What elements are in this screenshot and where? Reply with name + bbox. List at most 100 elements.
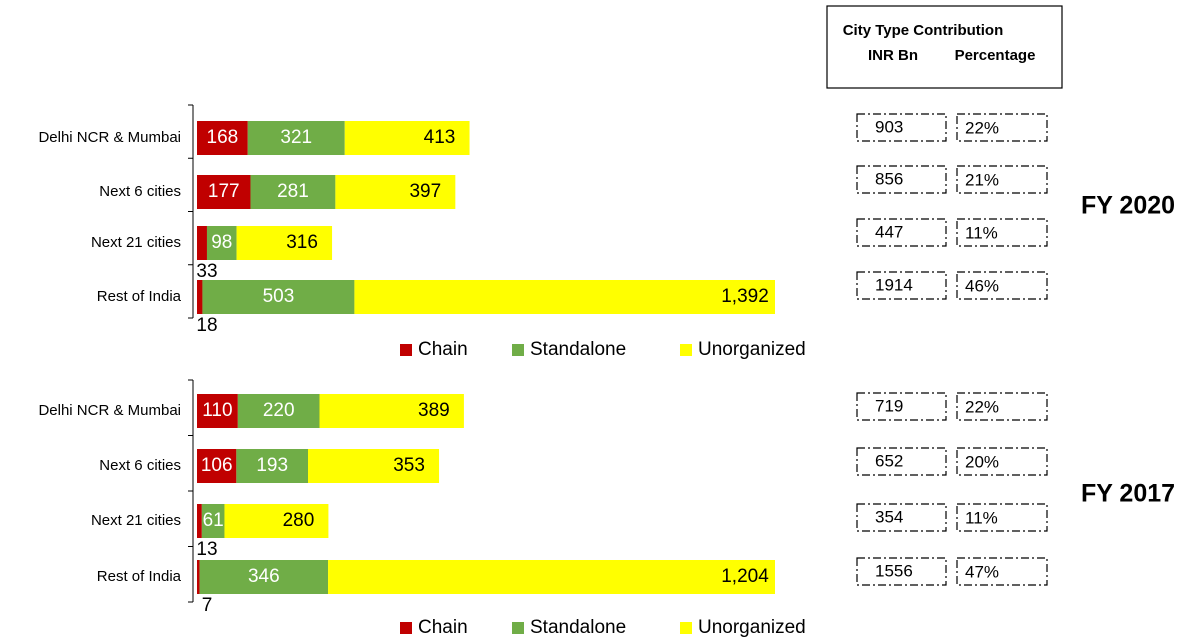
legend-label: Unorganized (698, 339, 806, 360)
inr-value: 1914 (875, 275, 913, 294)
legend-label: Chain (418, 617, 468, 638)
category-label: Rest of India (97, 288, 182, 305)
legend-label: Standalone (530, 339, 626, 360)
value-box (956, 447, 1048, 476)
bar-segment (199, 560, 329, 594)
legend-swatch (400, 622, 412, 634)
value-box (956, 271, 1048, 300)
bar-segment (197, 280, 203, 314)
value-box (856, 218, 947, 247)
percentage-value: 20% (965, 452, 999, 471)
bar-segment (197, 449, 237, 483)
column-header: Percentage (955, 47, 1036, 64)
fy-label: FY 2017 (1081, 480, 1175, 508)
bar-segment (250, 175, 336, 209)
value-box (856, 271, 947, 300)
legend-swatch (512, 622, 524, 634)
legend-swatch (400, 344, 412, 356)
value-box (856, 392, 947, 421)
column-header: INR Bn (868, 47, 918, 64)
legend-swatch (512, 344, 524, 356)
percentage-value: 22% (965, 118, 999, 137)
bar-segment (197, 175, 251, 209)
value-box (956, 165, 1048, 194)
data-label: 389 (418, 400, 450, 421)
inr-value: 1556 (875, 561, 913, 580)
category-label: Next 21 cities (91, 512, 181, 529)
fy-label: FY 2020 (1081, 192, 1175, 220)
bar-segment (236, 449, 308, 483)
data-label: 1,204 (721, 566, 769, 587)
bar-segment (237, 394, 320, 428)
data-label: 397 (409, 181, 441, 202)
data-label: 503 (263, 286, 295, 307)
data-label: 13 (196, 539, 217, 560)
bar-segment (202, 280, 355, 314)
bar-segment (224, 504, 329, 538)
value-box (856, 503, 947, 532)
data-label: 1,392 (721, 286, 769, 307)
bar-segment (247, 121, 345, 155)
bar-segment (197, 504, 202, 538)
category-label: Next 6 cities (99, 183, 181, 200)
data-label: 7 (202, 595, 213, 616)
value-box (956, 113, 1048, 142)
data-label: 280 (283, 510, 315, 531)
bar-segment (236, 226, 333, 260)
category-label: Next 21 cities (91, 234, 181, 251)
category-label: Next 6 cities (99, 457, 181, 474)
inr-value: 719 (875, 396, 903, 415)
value-box (856, 557, 947, 586)
value-box (956, 503, 1048, 532)
bar-segment (354, 280, 775, 314)
data-label: 98 (211, 232, 232, 253)
data-label: 321 (280, 127, 312, 148)
category-label: Rest of India (97, 568, 182, 585)
bar-segment (197, 226, 207, 260)
data-label: 220 (263, 400, 295, 421)
bar-segment (197, 560, 200, 594)
value-box (956, 392, 1048, 421)
legend-label: Chain (418, 339, 468, 360)
table-header-box (826, 5, 1063, 89)
bar-segment (319, 394, 464, 428)
value-box (856, 447, 947, 476)
percentage-value: 47% (965, 562, 999, 581)
percentage-value: 11% (965, 508, 998, 527)
percentage-value: 21% (965, 170, 999, 189)
data-label: 413 (424, 127, 456, 148)
value-box (856, 165, 947, 194)
bar-segment (344, 121, 470, 155)
bar-segment (328, 560, 775, 594)
value-box (956, 218, 1048, 247)
percentage-value: 46% (965, 276, 999, 295)
inr-value: 354 (875, 507, 903, 526)
table-title: City Type Contribution (843, 22, 1004, 39)
percentage-value: 22% (965, 397, 999, 416)
bar-segment (335, 175, 456, 209)
data-label: 106 (201, 455, 233, 476)
data-label: 281 (277, 181, 309, 202)
inr-value: 447 (875, 222, 903, 241)
data-label: 110 (202, 400, 232, 421)
data-label: 193 (256, 455, 288, 476)
percentage-value: 11% (965, 223, 998, 242)
data-label: 61 (203, 510, 224, 531)
data-label: 353 (393, 455, 425, 476)
data-label: 316 (286, 232, 318, 253)
legend-swatch (680, 344, 692, 356)
data-label: 18 (196, 315, 217, 336)
data-label: 168 (207, 127, 239, 148)
bar-segment (197, 121, 248, 155)
legend-label: Unorganized (698, 617, 806, 638)
inr-value: 856 (875, 169, 903, 188)
category-label: Delhi NCR & Mumbai (38, 402, 181, 419)
value-box (856, 113, 947, 142)
bar-segment (307, 449, 440, 483)
value-box (956, 557, 1048, 586)
legend-swatch (680, 622, 692, 634)
bar-segment (201, 504, 225, 538)
data-label: 346 (248, 566, 280, 587)
inr-value: 903 (875, 117, 903, 136)
